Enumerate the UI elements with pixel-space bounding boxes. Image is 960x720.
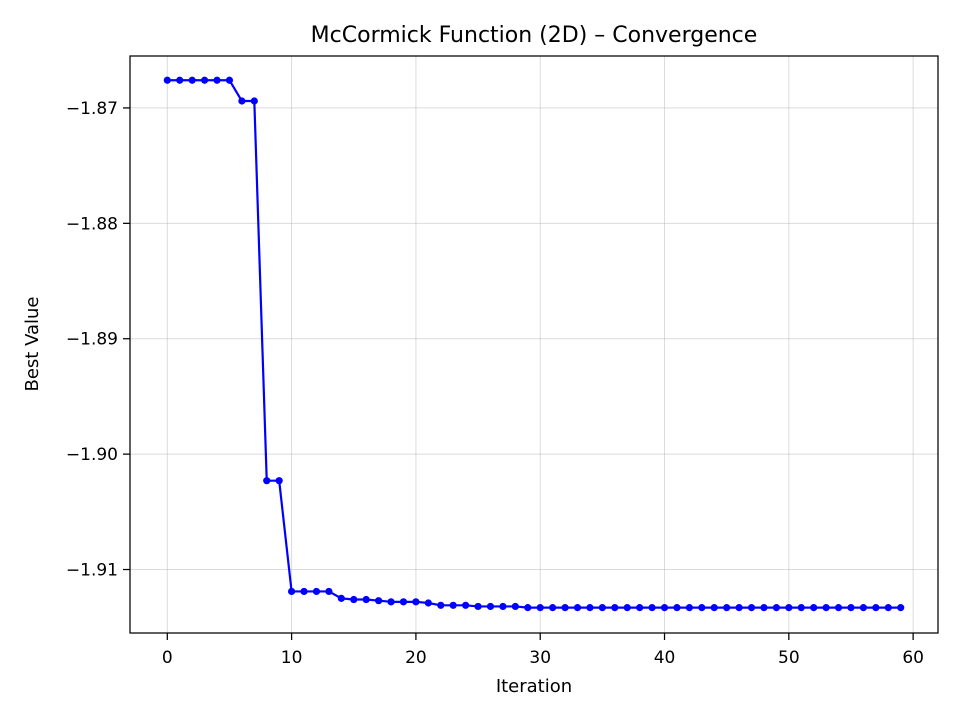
data-point [362, 595, 370, 604]
data-point [387, 598, 395, 606]
data-point [897, 604, 905, 612]
data-point [785, 604, 793, 612]
x-tick-label: 0 [162, 648, 173, 668]
data-point [685, 604, 693, 612]
data-point [312, 587, 321, 596]
data-point [735, 604, 743, 612]
y-axis-label: Best Value [22, 296, 43, 391]
data-point [884, 604, 892, 612]
x-tick-label: 50 [778, 648, 800, 668]
data-point [549, 604, 557, 612]
y-tick-label: −1.91 [66, 561, 118, 581]
data-point [636, 604, 644, 612]
data-point [673, 604, 681, 612]
x-tick-label: 10 [281, 648, 303, 668]
data-point [859, 604, 868, 612]
data-point [375, 597, 383, 605]
x-axis-label: Iteration [496, 676, 572, 697]
y-tick-label: −1.89 [66, 330, 118, 350]
data-point [325, 587, 333, 596]
plot-frame [129, 55, 939, 634]
x-tick-label: 20 [405, 648, 427, 668]
data-point [834, 604, 843, 612]
axis-ticks: 0 10 20 30 40 50 60 −1.87 −1.88 −1.89 −1.90 −1.91 [66, 99, 924, 668]
data-point [213, 76, 221, 84]
data-point [176, 76, 184, 84]
data-point [449, 601, 457, 609]
data-point [163, 76, 171, 84]
x-tick-label: 30 [529, 648, 551, 668]
data-point [586, 604, 594, 612]
data-point [648, 604, 656, 612]
data-point [872, 604, 880, 612]
chart-title: McCormick Function (2D) – Convergence [311, 23, 758, 48]
data-point [573, 604, 582, 612]
data-point [337, 594, 345, 602]
data-point [275, 477, 283, 485]
data-point [225, 76, 234, 84]
data-point [300, 587, 308, 596]
data-point [611, 604, 619, 612]
data-point [660, 604, 669, 612]
data-point [462, 601, 470, 609]
data-point [698, 604, 706, 612]
data-point [399, 598, 408, 606]
data-point [474, 602, 482, 611]
data-point [486, 602, 495, 611]
data-point [524, 604, 532, 612]
data-point [772, 604, 781, 612]
data-point [810, 604, 818, 612]
data-point [747, 604, 756, 612]
grid-lines [130, 56, 938, 633]
data-point [598, 604, 606, 612]
data-point [561, 604, 569, 612]
data-point [499, 602, 507, 611]
data-point [250, 97, 258, 105]
data-point [511, 602, 519, 611]
data-point [288, 587, 296, 596]
data-point [188, 76, 196, 84]
data-point [424, 599, 432, 607]
data-point [822, 604, 830, 612]
series-layer [163, 76, 905, 612]
data-point [536, 604, 544, 612]
y-tick-label: −1.90 [66, 445, 118, 465]
data-point [263, 477, 271, 485]
data-point [760, 604, 768, 612]
y-tick-label: −1.87 [66, 99, 118, 119]
data-point [797, 604, 805, 612]
data-point [238, 97, 246, 105]
data-point [710, 604, 718, 612]
data-point [623, 604, 631, 612]
data-point [412, 598, 420, 606]
data-point [847, 604, 855, 612]
data-point [200, 76, 209, 84]
x-tick-label: 60 [902, 648, 924, 668]
y-tick-label: −1.88 [66, 214, 118, 234]
data-point [350, 595, 358, 604]
data-point [437, 601, 445, 609]
x-tick-label: 40 [654, 648, 676, 668]
data-point [723, 604, 731, 612]
